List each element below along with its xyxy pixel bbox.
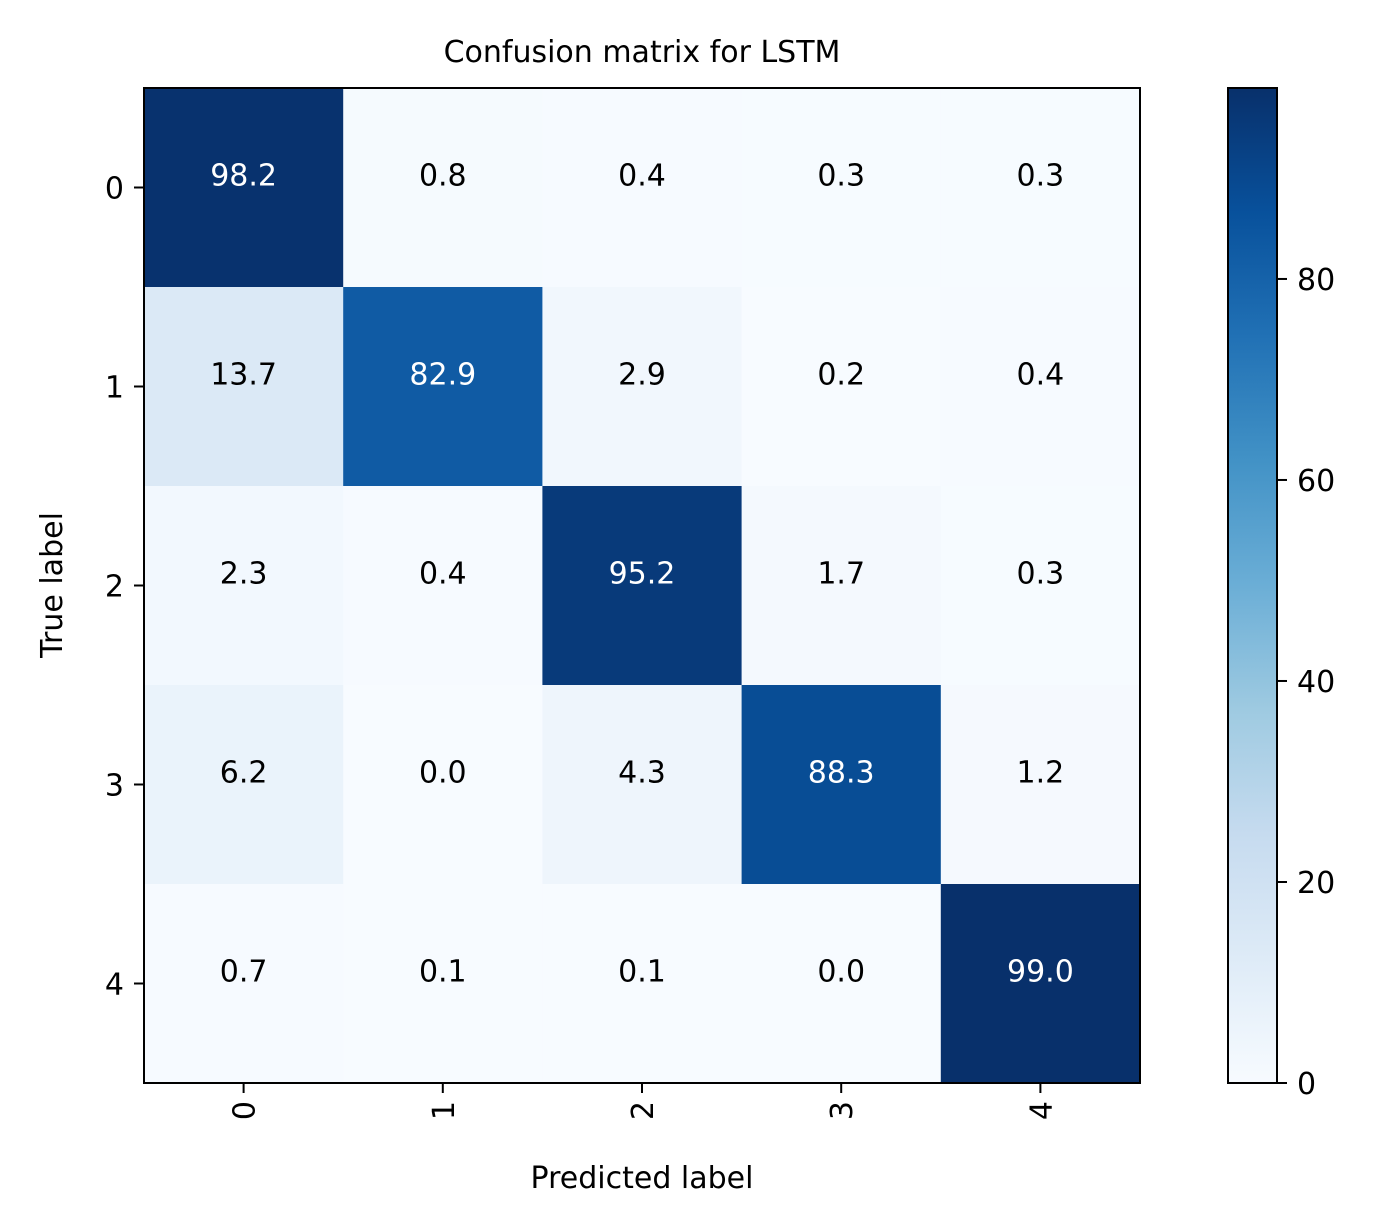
heatmap-cell <box>343 685 543 885</box>
cell-value-label: 0.1 <box>419 955 467 990</box>
chart-title: Confusion matrix for LSTM <box>444 35 841 70</box>
cell-value-label: 0.3 <box>1017 557 1065 592</box>
heatmap-cell <box>542 287 743 487</box>
cell-value-label: 88.3 <box>808 756 875 791</box>
y-tick-label: 3 <box>105 769 124 804</box>
heatmap-cell <box>343 486 543 686</box>
cell-value-label: 0.1 <box>618 955 666 990</box>
cell-value-label: 0.4 <box>1017 358 1065 393</box>
cell-value-label: 0.4 <box>419 557 467 592</box>
y-axis-ticks: 0 1 2 3 4 <box>105 172 144 1003</box>
heatmap-cell <box>741 884 942 1084</box>
heatmap-cell <box>542 486 743 686</box>
heatmap-cell <box>741 88 942 288</box>
y-tick-label: 2 <box>105 570 124 605</box>
heatmap-cell <box>940 685 1141 885</box>
colorbar-tick-label: 40 <box>1297 665 1335 700</box>
heatmap-cell <box>542 884 743 1084</box>
cell-value-label: 82.9 <box>409 358 476 393</box>
heatmap-cell <box>542 88 743 288</box>
heatmap-cell <box>940 88 1141 288</box>
y-tick-label: 4 <box>105 968 124 1003</box>
cell-value-label: 0.2 <box>817 358 865 393</box>
heatmap-cell <box>144 287 344 487</box>
x-tick-label: 0 <box>228 1101 263 1120</box>
cell-value-label: 99.0 <box>1007 955 1074 990</box>
colorbar-tick-label: 20 <box>1297 866 1335 901</box>
x-tick-label: 1 <box>427 1101 462 1120</box>
cell-value-label: 0.3 <box>817 159 865 194</box>
heatmap-cell <box>144 88 344 288</box>
heatmap-cell <box>343 884 543 1084</box>
heatmap-cell <box>144 884 344 1084</box>
y-tick-label: 1 <box>105 371 124 406</box>
x-tick-label: 4 <box>1024 1101 1059 1120</box>
cell-value-label: 1.7 <box>817 557 865 592</box>
heatmap-cell-labels: 98.2 0.8 0.4 0.3 0.3 13.7 82.9 2.9 0.2 0.4 2.3 0.4 9… <box>210 159 1074 990</box>
heatmap-cell <box>741 685 942 885</box>
heatmap-cell <box>343 287 543 487</box>
cell-value-label: 1.2 <box>1017 756 1065 791</box>
cell-value-label: 0.7 <box>220 955 268 990</box>
heatmap-cell <box>940 287 1141 487</box>
x-axis-label: Predicted label <box>531 1161 754 1196</box>
x-tick-label: 2 <box>626 1101 661 1120</box>
heatmap-cell <box>940 884 1141 1084</box>
cell-value-label: 2.9 <box>618 358 666 393</box>
heatmap-cell <box>741 486 942 686</box>
cell-value-label: 0.0 <box>419 756 467 791</box>
x-axis-ticks: 0 1 2 3 4 <box>228 1083 1059 1120</box>
cell-value-label: 4.3 <box>618 756 666 791</box>
x-tick-label: 3 <box>825 1101 860 1120</box>
heatmap-cell <box>144 685 344 885</box>
heatmap-cell <box>144 486 344 686</box>
colorbar-tick-label: 80 <box>1297 263 1335 298</box>
cell-value-label: 0.3 <box>1017 159 1065 194</box>
heatmap-cell <box>940 486 1141 686</box>
cell-value-label: 0.8 <box>419 159 467 194</box>
colorbar-tick-label: 0 <box>1297 1067 1316 1102</box>
cell-value-label: 98.2 <box>210 159 277 194</box>
heatmap-cell <box>542 685 743 885</box>
cell-value-label: 13.7 <box>210 358 277 393</box>
cell-value-label: 0.4 <box>618 159 666 194</box>
heatmap-cell <box>741 287 942 487</box>
colorbar-tick-label: 60 <box>1297 464 1335 499</box>
cell-value-label: 2.3 <box>220 557 268 592</box>
heatmap-cells <box>144 88 1141 1084</box>
y-axis-label: True label <box>35 512 70 659</box>
cell-value-label: 6.2 <box>220 756 268 791</box>
cell-value-label: 95.2 <box>609 557 676 592</box>
colorbar <box>1227 87 1278 1084</box>
colorbar-ticks: 0 20 40 60 80 <box>1277 263 1335 1102</box>
cell-value-label: 0.0 <box>817 955 865 990</box>
y-tick-label: 0 <box>105 172 124 207</box>
heatmap-cell <box>343 88 543 288</box>
